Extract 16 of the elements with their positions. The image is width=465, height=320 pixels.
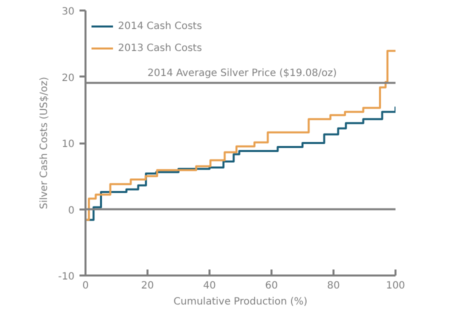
x-tick-label: 20 (141, 280, 154, 292)
x-tick-label: 0 (82, 280, 89, 292)
y-tick-label: 20 (62, 72, 75, 84)
x-axis-title: Cumulative Production (%) (174, 296, 308, 308)
y-tick-label: 10 (62, 139, 75, 150)
y-tick-label: 0 (68, 205, 75, 216)
ref-line-label: 2014 Average Silver Price ($19.08/oz) (148, 68, 337, 79)
x-tick-label: 40 (203, 280, 216, 292)
legend-label: 2014 Cash Costs (118, 20, 202, 32)
x-tick-label: 100 (386, 280, 406, 292)
y-tick-label: -10 (58, 272, 75, 282)
y-tick-label: 30 (62, 6, 75, 18)
x-tick-label: 60 (265, 280, 278, 292)
legend-label: 2013 Cash Costs (118, 42, 202, 54)
y-axis-title: Silver Cash Costs (US$/oz) (39, 76, 50, 210)
x-tick-label: 80 (327, 280, 340, 292)
